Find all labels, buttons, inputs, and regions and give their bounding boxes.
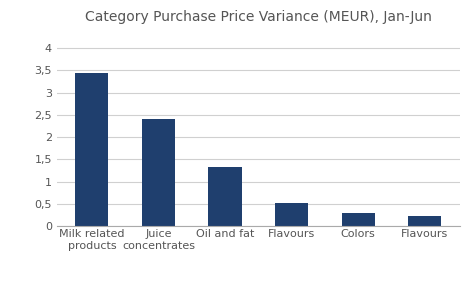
Bar — [209, 167, 242, 226]
Bar — [408, 216, 441, 226]
Bar — [342, 213, 375, 226]
Bar — [75, 72, 109, 226]
Bar — [142, 119, 175, 226]
Bar — [275, 204, 308, 226]
Title: Category Purchase Price Variance (MEUR), Jan-Jun: Category Purchase Price Variance (MEUR),… — [85, 10, 432, 24]
